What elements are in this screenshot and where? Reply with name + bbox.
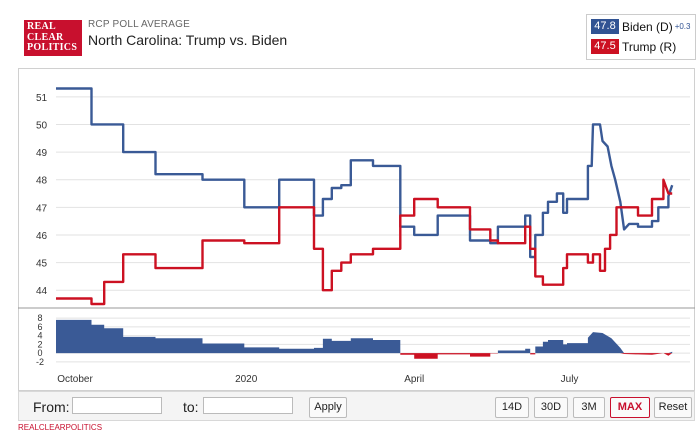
rcp-logo: REAL CLEAR POLITICS	[24, 20, 82, 56]
chart-header: REAL CLEAR POLITICS RCP POLL AVERAGE Nor…	[0, 0, 700, 66]
spread-tick-label--2: -2	[36, 357, 44, 367]
apply-button[interactable]: Apply	[309, 397, 347, 418]
spread-area-biden	[56, 319, 673, 354]
y-tick-label-50: 50	[36, 120, 48, 131]
spread-area-trump	[56, 353, 673, 359]
x-tick-label-3: July	[561, 374, 579, 385]
range-button-3m[interactable]: 3M	[573, 397, 605, 418]
spread-tick-label-2: 2	[37, 339, 42, 349]
logo-line-1: REAL	[27, 21, 56, 32]
date-range-controls: From: to: Apply 14D 30D 3M MAX Reset	[18, 391, 695, 421]
y-tick-label-46: 46	[36, 231, 48, 242]
legend-biden-value: 47.8	[591, 19, 619, 35]
legend-item-trump[interactable]: 47.5 Trump (R)	[591, 39, 676, 56]
spread-tick-label-6: 6	[37, 322, 42, 332]
series-line-trump	[56, 178, 673, 306]
range-button-30d[interactable]: 30D	[534, 397, 568, 418]
y-tick-label-44: 44	[36, 286, 48, 297]
legend-biden-spread: +0.3	[674, 22, 691, 32]
x-tick-label-2: April	[404, 374, 424, 385]
logo-line-3: POLITICS	[27, 42, 78, 53]
chart-kicker: RCP POLL AVERAGE	[88, 19, 190, 30]
footer-brand: REALCLEARPOLITICS	[18, 423, 103, 432]
logo-line-2: CLEAR	[27, 31, 64, 43]
spread-tick-label-8: 8	[37, 313, 42, 323]
spread-tick-label-4: 4	[37, 331, 42, 341]
legend-item-biden[interactable]: 47.8 Biden (D) +0.3	[591, 19, 690, 36]
series-line-biden	[56, 87, 674, 259]
y-tick-label-51: 51	[36, 93, 48, 104]
from-date-input[interactable]	[72, 397, 162, 414]
legend-biden-name: Biden (D)	[622, 19, 673, 34]
from-label: From:	[33, 399, 70, 415]
chart-title: North Carolina: Trump vs. Biden	[88, 32, 288, 48]
legend-trump-value: 47.5	[591, 39, 619, 55]
to-label: to:	[183, 399, 199, 415]
range-button-14d[interactable]: 14D	[495, 397, 529, 418]
to-date-input[interactable]	[203, 397, 293, 414]
spread-tick-label-0: 0	[37, 348, 42, 358]
y-tick-label-47: 47	[36, 203, 48, 214]
range-button-max[interactable]: MAX	[610, 397, 650, 418]
y-tick-label-48: 48	[36, 176, 48, 187]
x-tick-label-1: 2020	[235, 374, 258, 385]
legend: 47.8 Biden (D) +0.3 47.5 Trump (R)	[586, 14, 696, 60]
y-tick-label-45: 45	[36, 259, 48, 270]
y-tick-label-49: 49	[36, 148, 48, 159]
legend-trump-name: Trump (R)	[622, 39, 677, 54]
reset-button[interactable]: Reset	[654, 397, 692, 418]
x-tick-label-0: October	[57, 374, 93, 385]
